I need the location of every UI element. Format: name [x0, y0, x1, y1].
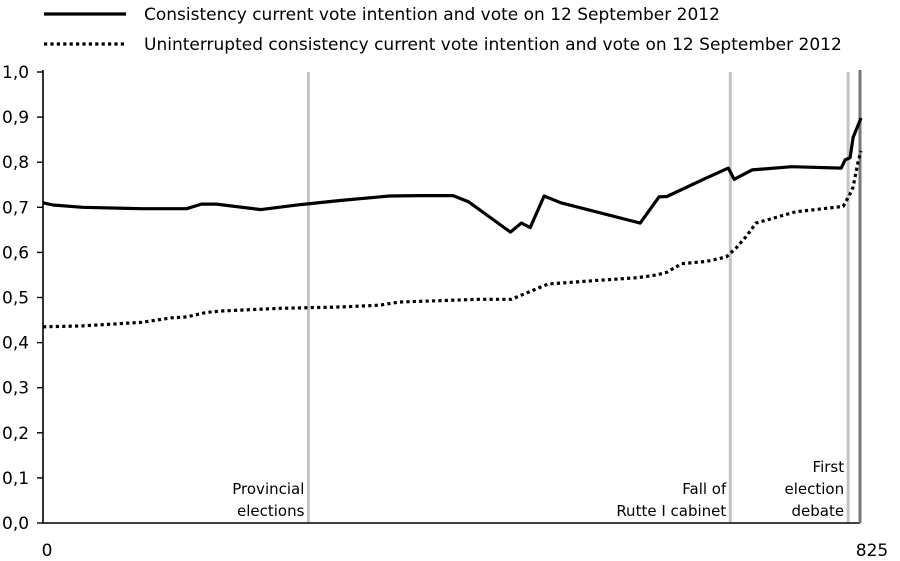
- y-tick-label-7: 0,7: [2, 198, 29, 218]
- x-tick-label-1: 825: [856, 541, 888, 561]
- y-tick-label-4: 0,4: [2, 334, 29, 354]
- y-tick-label-5: 0,5: [2, 289, 29, 309]
- y-tick-label-0: 0,0: [2, 514, 29, 534]
- event-label-0-0: Provincial: [232, 480, 304, 498]
- event-labels: Provincial elections Fall of Rutte I cabine…: [232, 458, 844, 520]
- event-label-2-0: First: [813, 458, 845, 476]
- legend: Consistency current vote intention and v…: [44, 5, 842, 55]
- series-line-uninterrupted: [42, 150, 863, 329]
- y-tick-label-3: 0,3: [2, 379, 29, 399]
- x-tick-label-0: 0: [42, 541, 53, 561]
- axes: 0,0 0,1 0,2 0,3 0,4 0,5 0,6 0,7 0,8 0,9 1,0 0 825: [2, 63, 888, 561]
- y-tick-label-9: 0,9: [2, 108, 29, 128]
- series-layer: [42, 117, 863, 329]
- y-tick-label-10: 1,0: [2, 63, 29, 83]
- event-label-1-1: Rutte I cabinet: [616, 502, 726, 520]
- legend-label-consistency: Consistency current vote intention and v…: [144, 5, 720, 25]
- y-tick-label-2: 0,2: [2, 424, 29, 444]
- event-label-2-1: election: [785, 480, 845, 498]
- event-lines: [306, 72, 850, 523]
- event-label-1-0: Fall of: [682, 480, 727, 498]
- y-tick-label-6: 0,6: [2, 243, 29, 263]
- series-line-consistency: [42, 117, 863, 234]
- legend-label-uninterrupted: Uninterrupted consistency current vote i…: [144, 35, 842, 55]
- y-tick-label-8: 0,8: [2, 153, 29, 173]
- event-label-2-2: debate: [792, 502, 845, 520]
- event-label-0-1: elections: [237, 502, 305, 520]
- y-tick-label-1: 0,1: [2, 469, 29, 489]
